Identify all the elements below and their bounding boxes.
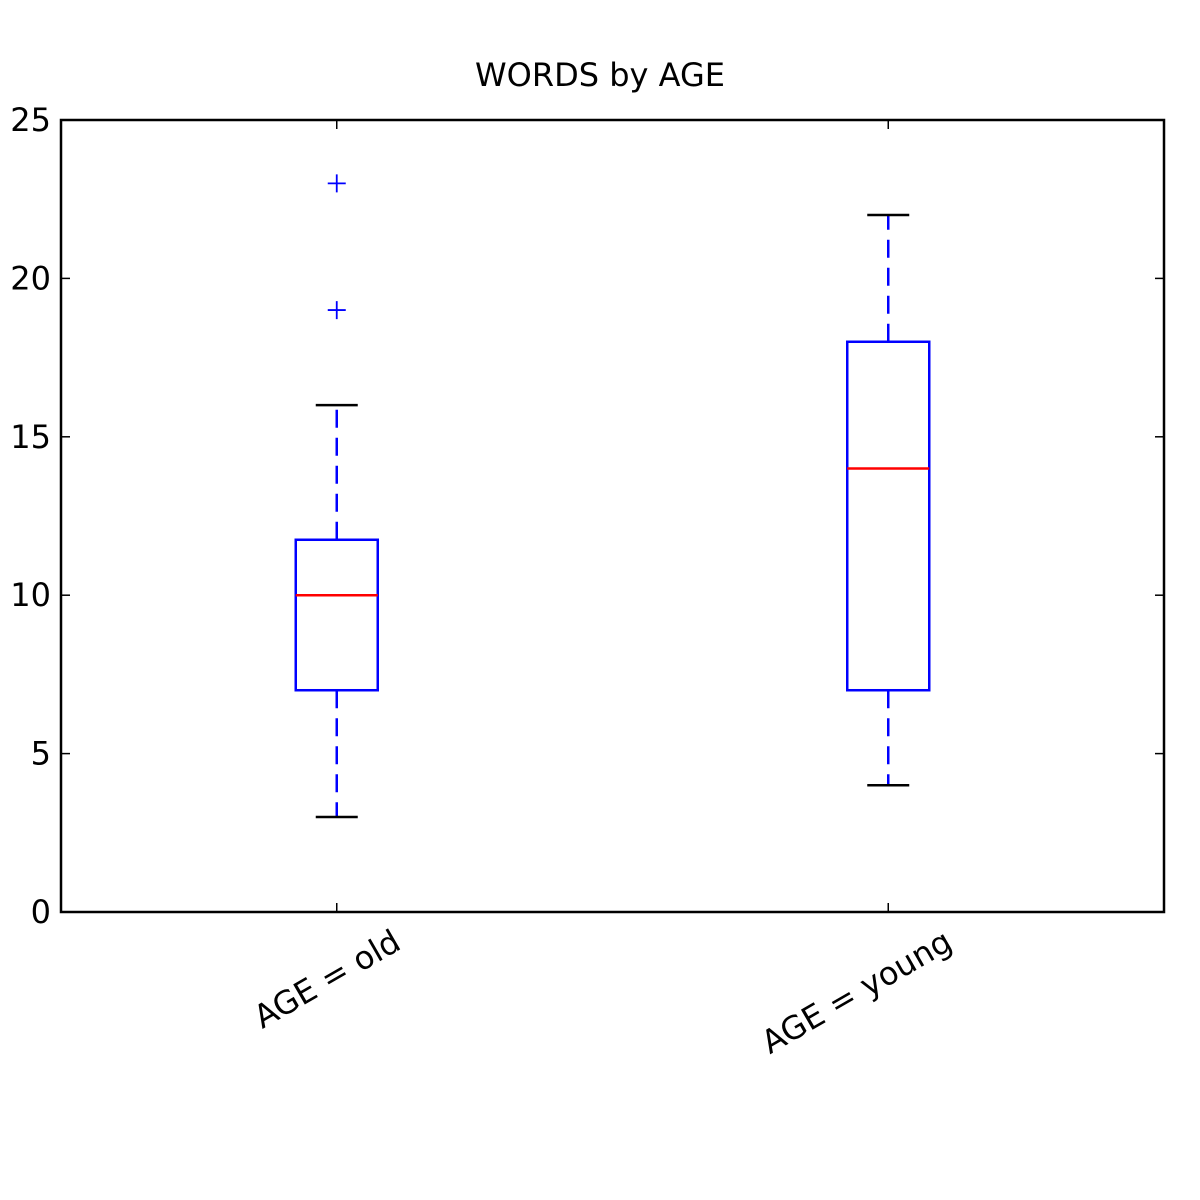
x-category-label: AGE = old [247,922,407,1036]
outlier-point [327,174,346,193]
y-tick-label: 5 [31,735,51,773]
plot-area: 0 5 10 15 20 25 AGE = old AGE = young [10,101,1164,1061]
plot-frame [59,118,1166,914]
y-tick-label: 15 [10,418,51,456]
iqr-box [294,538,379,692]
y-tick-label: 0 [31,893,51,931]
iqr-box [846,340,931,692]
outlier-point [327,301,346,320]
chart-title: WORDS by AGE [475,56,725,94]
y-tick-label: 20 [10,259,51,297]
y-tick-label: 25 [10,101,51,139]
x-category-label: AGE = young [755,922,958,1061]
y-tick-label: 10 [10,576,51,614]
